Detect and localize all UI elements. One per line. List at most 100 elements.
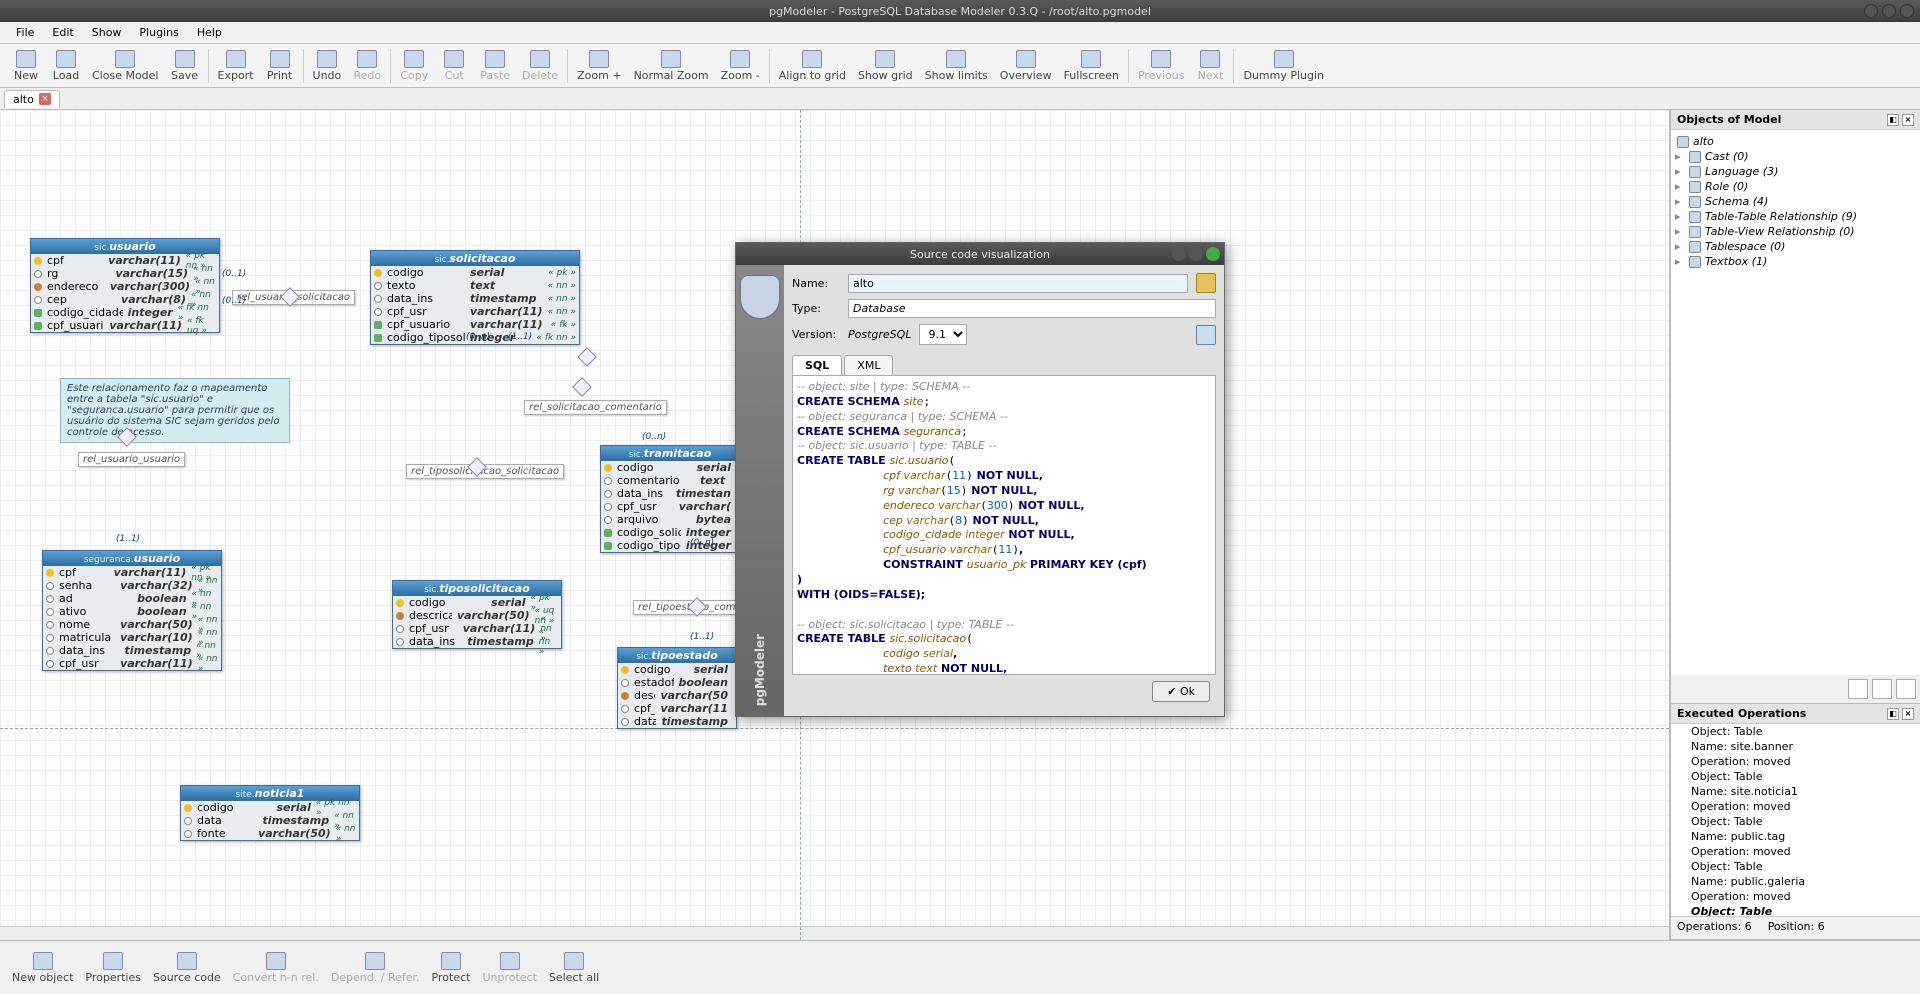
operations-list[interactable]: Object: Table Name: site.banner Operatio…	[1671, 724, 1920, 916]
op-item[interactable]: Object: Table	[1671, 859, 1920, 874]
table-tipoestado[interactable]: sic.tipoestadocodigoserialestadofinalboo…	[617, 647, 737, 729]
tree-item[interactable]: Textbox (1)	[1673, 254, 1918, 269]
tb-overview[interactable]: Overview	[994, 46, 1058, 86]
bb-select-all[interactable]: Select all	[543, 948, 605, 988]
tb-load[interactable]: Load	[46, 46, 86, 86]
menu-help[interactable]: Help	[189, 24, 230, 41]
op-item[interactable]: Name: public.tag	[1671, 829, 1920, 844]
tb-zoom-[interactable]: Zoom +	[571, 46, 627, 86]
panel-float-icon[interactable]: ◧	[1887, 114, 1899, 126]
op-item[interactable]: Name: site.noticia1	[1671, 784, 1920, 799]
close-button[interactable]	[1900, 4, 1914, 18]
cardinality-label: (1..1)	[690, 632, 714, 642]
tb-save[interactable]: Save	[165, 46, 205, 86]
dialog-max-icon[interactable]	[1189, 247, 1203, 261]
menu-show[interactable]: Show	[84, 24, 130, 41]
canvas-scrollbar-h[interactable]	[0, 926, 1669, 940]
bb-depend-refer-: Depend. / Refer.	[325, 948, 426, 988]
type-label: Type:	[792, 302, 840, 315]
bb-source-code[interactable]: Source code	[147, 948, 227, 988]
right-sidebar: Objects of Model ◧× altoCast (0)Language…	[1670, 110, 1920, 940]
textbox-note[interactable]: Este relacionamento faz o mapeamento ent…	[60, 378, 290, 443]
cardinality-label: (0..1)	[222, 296, 246, 306]
op-item[interactable]: Object: Table	[1671, 724, 1920, 739]
tree-item[interactable]: Schema (4)	[1673, 194, 1918, 209]
op-item[interactable]: Operation: moved	[1671, 799, 1920, 814]
operations-panel-title: Executed Operations ◧×	[1671, 704, 1920, 724]
bb-unprotect: Unprotect	[476, 948, 542, 988]
tree-btn-2[interactable]	[1872, 679, 1892, 699]
op-item[interactable]: Operation: moved	[1671, 754, 1920, 769]
relationship-label[interactable]: rel_usuario_usuario	[78, 452, 185, 467]
panel-close-icon[interactable]: ×	[1902, 114, 1914, 126]
tree-root[interactable]: alto	[1673, 134, 1918, 149]
op-item[interactable]: Operation: moved	[1671, 844, 1920, 859]
tb-dummy-plugin[interactable]: Dummy Plugin	[1237, 46, 1330, 86]
ops-clear-icon[interactable]	[1896, 920, 1914, 936]
dialog-close-icon[interactable]	[1206, 247, 1220, 261]
tree-item[interactable]: Role (0)	[1673, 179, 1918, 194]
bb-new-object[interactable]: New object	[6, 948, 79, 988]
tb-export[interactable]: Export	[212, 46, 260, 86]
op-item-current[interactable]: Object: Table	[1671, 904, 1920, 916]
tree-item[interactable]: Cast (0)	[1673, 149, 1918, 164]
model-tree[interactable]: altoCast (0)Language (3)Role (0)Schema (…	[1671, 130, 1920, 675]
dialog-min-icon[interactable]	[1172, 247, 1186, 261]
bb-protect[interactable]: Protect	[426, 948, 477, 988]
tb-show-limits[interactable]: Show limits	[919, 46, 994, 86]
tab-sql[interactable]: SQL	[792, 355, 842, 375]
cardinality-label: (0..n)	[642, 432, 666, 442]
tree-item[interactable]: Table-View Relationship (0)	[1673, 224, 1918, 239]
minimize-button[interactable]	[1864, 4, 1878, 18]
rel-diamond-icon[interactable]	[572, 377, 592, 397]
dialog-tabs: SQL XML	[792, 355, 1216, 375]
table-segusuario[interactable]: seguranca.usuariocpfvarchar(11)« pk nn »…	[42, 550, 222, 671]
op-item[interactable]: Operation: moved	[1671, 889, 1920, 904]
dialog-sidebar: pgModeler	[736, 265, 784, 716]
op-item[interactable]: Name: site.banner	[1671, 739, 1920, 754]
tb-align-to-grid[interactable]: Align to grid	[773, 46, 852, 86]
menu-file[interactable]: File	[8, 24, 42, 41]
version-select[interactable]: 9.1	[919, 324, 967, 345]
op-item[interactable]: Name: public.galeria	[1671, 874, 1920, 889]
table-solicitacao[interactable]: sic.solicitacaocodigoserial« pk »textote…	[370, 250, 580, 345]
table-usuario[interactable]: sic.usuariocpfvarchar(11)« pk nn »rgvarc…	[30, 238, 220, 333]
rel-diamond-icon[interactable]	[577, 347, 597, 367]
cardinality-label: (1..1)	[116, 534, 140, 544]
menu-plugins[interactable]: Plugins	[131, 24, 186, 41]
op-item[interactable]: Object: Table	[1671, 814, 1920, 829]
table-tramitacao[interactable]: sic.tramitacaocodigoserialcomentariotext…	[600, 445, 740, 553]
ops-float-icon[interactable]: ◧	[1887, 708, 1899, 720]
table-tiposol[interactable]: sic.tiposolicitacaocodigoserial« pk »des…	[392, 580, 562, 649]
model-tab[interactable]: alto ×	[4, 90, 60, 108]
maximize-button[interactable]	[1882, 4, 1896, 18]
tb-undo[interactable]: Undo	[307, 46, 348, 86]
tree-item[interactable]: Tablespace (0)	[1673, 239, 1918, 254]
tb-show-grid[interactable]: Show grid	[852, 46, 919, 86]
dialog-titlebar[interactable]: Source code visualization	[736, 243, 1224, 265]
bb-properties[interactable]: Properties	[79, 948, 147, 988]
close-tab-icon[interactable]: ×	[39, 93, 51, 105]
tb-close-model[interactable]: Close Model	[86, 46, 165, 86]
tab-xml[interactable]: XML	[844, 355, 893, 375]
sql-icon[interactable]	[1196, 325, 1216, 345]
ok-button[interactable]: ✔ Ok	[1152, 681, 1210, 702]
tree-item[interactable]: Table-Table Relationship (9)	[1673, 209, 1918, 224]
relationship-label[interactable]: rel_solicitacao_comentario	[524, 400, 667, 415]
ops-undo-icon[interactable]	[1874, 920, 1892, 936]
ops-close-icon[interactable]: ×	[1902, 708, 1914, 720]
tb-redo: Redo	[347, 46, 387, 86]
tb-fullscreen[interactable]: Fullscreen	[1058, 46, 1125, 86]
menu-edit[interactable]: Edit	[44, 24, 81, 41]
tb-print[interactable]: Print	[260, 46, 300, 86]
tree-btn-1[interactable]	[1848, 679, 1868, 699]
tb-normal-zoom[interactable]: Normal Zoom	[628, 46, 715, 86]
tree-btn-3[interactable]	[1896, 679, 1916, 699]
op-item[interactable]: Object: Table	[1671, 769, 1920, 784]
name-input[interactable]	[848, 274, 1188, 293]
table-noticia[interactable]: site.noticia1codigoserial« pk nn »datati…	[180, 785, 360, 841]
sql-code-view[interactable]: -- object: site | type: SCHEMA -- CREATE…	[792, 375, 1216, 675]
tb-zoom-[interactable]: Zoom -	[715, 46, 766, 86]
tree-item[interactable]: Language (3)	[1673, 164, 1918, 179]
tb-new[interactable]: New	[6, 46, 46, 86]
